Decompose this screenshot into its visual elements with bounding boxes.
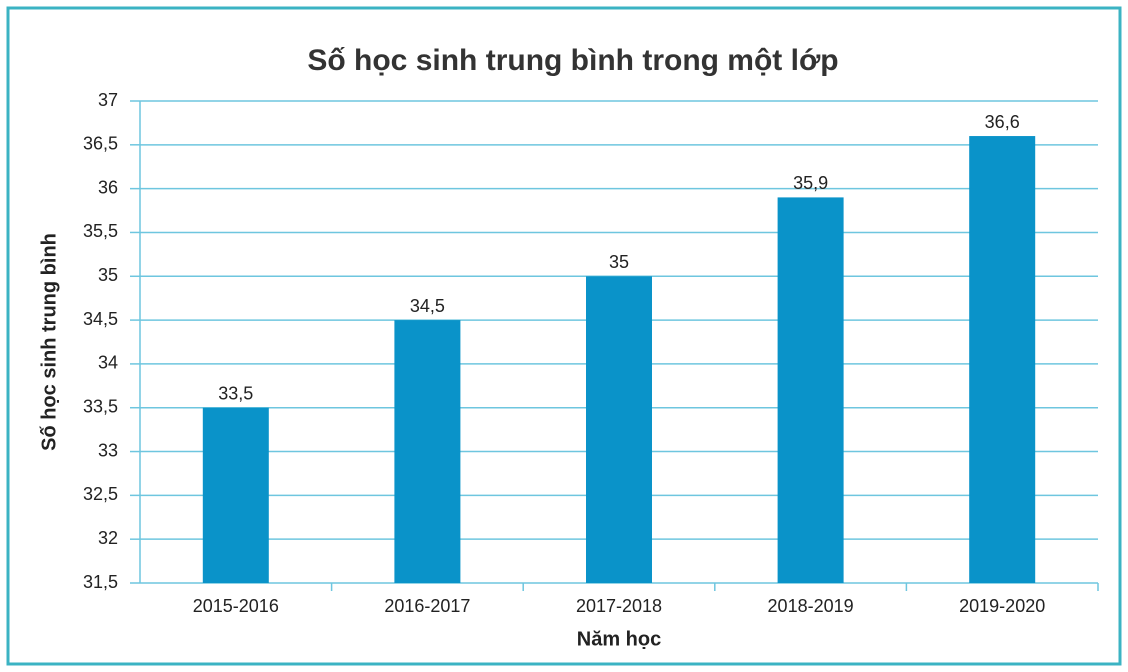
y-tick-label: 32,5 — [83, 484, 118, 504]
y-tick-label: 36 — [98, 177, 118, 197]
bar — [969, 136, 1036, 583]
data-label: 35 — [609, 252, 629, 272]
y-tick-label: 33,5 — [83, 396, 118, 416]
bar — [394, 320, 461, 583]
y-tick-label: 31,5 — [83, 572, 118, 592]
x-tick-label: 2017-2018 — [576, 596, 662, 616]
data-label: 36,6 — [985, 112, 1020, 132]
x-tick-label: 2015-2016 — [193, 596, 279, 616]
bar — [202, 407, 269, 583]
y-tick-label: 37 — [98, 90, 118, 110]
y-tick-label: 35 — [98, 265, 118, 285]
y-tick-label: 34 — [98, 353, 118, 373]
frame — [6, 6, 1122, 666]
y-tick-label: 32 — [98, 528, 118, 548]
data-label: 35,9 — [793, 173, 828, 193]
x-tick-label: 2016-2017 — [384, 596, 470, 616]
x-tick-label: 2019-2020 — [959, 596, 1045, 616]
y-tick-label: 33 — [98, 440, 118, 460]
x-tick-label: 2018-2019 — [768, 596, 854, 616]
y-tick-label: 35,5 — [83, 221, 118, 241]
x-axis-label: Năm học — [577, 628, 661, 650]
y-axis-label: Số học sinh trung bình — [38, 233, 60, 451]
chart-title: Số học sinh trung bình trong một lớp — [307, 44, 838, 77]
y-tick-label: 34,5 — [83, 309, 118, 329]
bar — [777, 197, 844, 583]
bar — [586, 276, 652, 583]
data-label: 33,5 — [218, 383, 253, 403]
y-tick-label: 36,5 — [83, 134, 118, 154]
data-label: 34,5 — [410, 296, 445, 316]
